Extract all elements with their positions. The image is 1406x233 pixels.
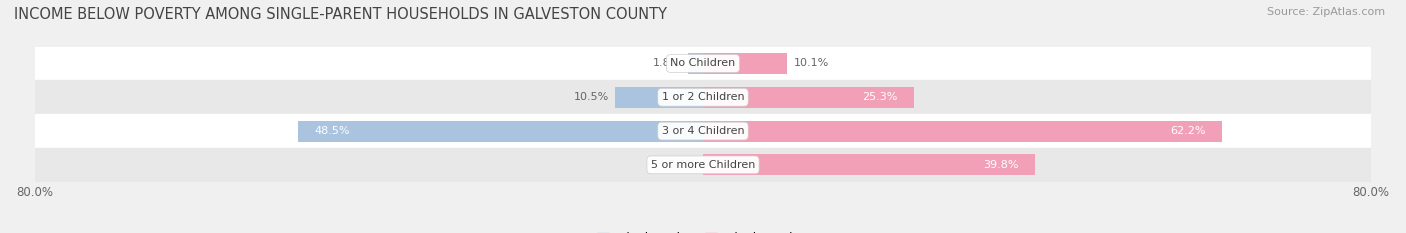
Bar: [703, 154, 1035, 175]
Legend: Single Father, Single Mother: Single Father, Single Mother: [593, 228, 813, 233]
Bar: [703, 87, 914, 108]
Text: 5 or more Children: 5 or more Children: [651, 160, 755, 170]
Bar: [298, 121, 703, 141]
Text: 0.0%: 0.0%: [668, 160, 696, 170]
Bar: [616, 87, 703, 108]
Bar: [35, 148, 1371, 182]
Text: INCOME BELOW POVERTY AMONG SINGLE-PARENT HOUSEHOLDS IN GALVESTON COUNTY: INCOME BELOW POVERTY AMONG SINGLE-PARENT…: [14, 7, 666, 22]
Bar: [35, 114, 1371, 148]
Text: 1.8%: 1.8%: [652, 58, 682, 69]
Text: Source: ZipAtlas.com: Source: ZipAtlas.com: [1267, 7, 1385, 17]
Text: 3 or 4 Children: 3 or 4 Children: [662, 126, 744, 136]
Text: 25.3%: 25.3%: [862, 92, 897, 102]
Text: 39.8%: 39.8%: [983, 160, 1018, 170]
Text: 1 or 2 Children: 1 or 2 Children: [662, 92, 744, 102]
Text: 10.5%: 10.5%: [574, 92, 609, 102]
Bar: [703, 121, 1222, 141]
Bar: [703, 53, 787, 74]
Bar: [35, 47, 1371, 80]
Bar: [35, 80, 1371, 114]
Text: 10.1%: 10.1%: [794, 58, 830, 69]
Text: No Children: No Children: [671, 58, 735, 69]
Text: 48.5%: 48.5%: [315, 126, 350, 136]
Bar: [688, 53, 703, 74]
Text: 62.2%: 62.2%: [1170, 126, 1205, 136]
